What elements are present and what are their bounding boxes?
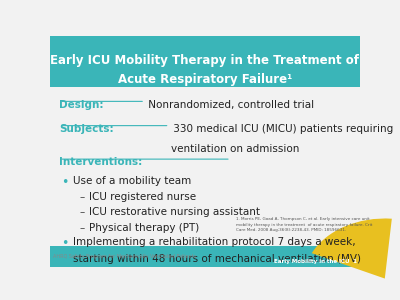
FancyBboxPatch shape — [50, 36, 360, 87]
Text: AHRQ Safety Program for Mechanically Ventilated Patients: AHRQ Safety Program for Mechanically Ven… — [53, 254, 196, 259]
Text: Acute Respiratory Failure¹: Acute Respiratory Failure¹ — [118, 73, 292, 86]
Text: Implementing a rehabilitation protocol 7 days a week,: Implementing a rehabilitation protocol 7… — [73, 237, 356, 247]
Text: ventilation on admission: ventilation on admission — [171, 144, 300, 154]
Text: 330 medical ICU (MICU) patients requiring: 330 medical ICU (MICU) patients requirin… — [170, 124, 393, 134]
Text: Interventions:: Interventions: — [59, 157, 142, 167]
Text: •: • — [61, 237, 68, 250]
Text: Use of a mobility team: Use of a mobility team — [73, 176, 192, 186]
Text: ICU restorative nursing assistant: ICU restorative nursing assistant — [89, 207, 260, 218]
Text: Early Mobility in the ICU  1: Early Mobility in the ICU 1 — [274, 259, 357, 264]
FancyBboxPatch shape — [50, 246, 360, 267]
Text: Subjects:: Subjects: — [59, 124, 114, 134]
Wedge shape — [312, 218, 392, 278]
Text: Design:: Design: — [59, 100, 104, 110]
Text: –: – — [80, 192, 85, 202]
Text: 1. Morris PE, Goad A, Thompson C, et al. Early intensive care unit
mobility ther: 1. Morris PE, Goad A, Thompson C, et al.… — [236, 217, 372, 232]
Text: •: • — [61, 176, 68, 189]
Text: –: – — [80, 207, 85, 218]
Text: Nonrandomized, controlled trial: Nonrandomized, controlled trial — [145, 100, 314, 110]
Text: –: – — [80, 223, 85, 232]
Text: ICU registered nurse: ICU registered nurse — [89, 192, 196, 202]
Text: starting within 48 hours of mechanical ventilation (MV): starting within 48 hours of mechanical v… — [73, 254, 361, 264]
Text: Early ICU Mobility Therapy in the Treatment of: Early ICU Mobility Therapy in the Treatm… — [50, 54, 360, 67]
Text: Physical therapy (PT): Physical therapy (PT) — [89, 223, 199, 232]
